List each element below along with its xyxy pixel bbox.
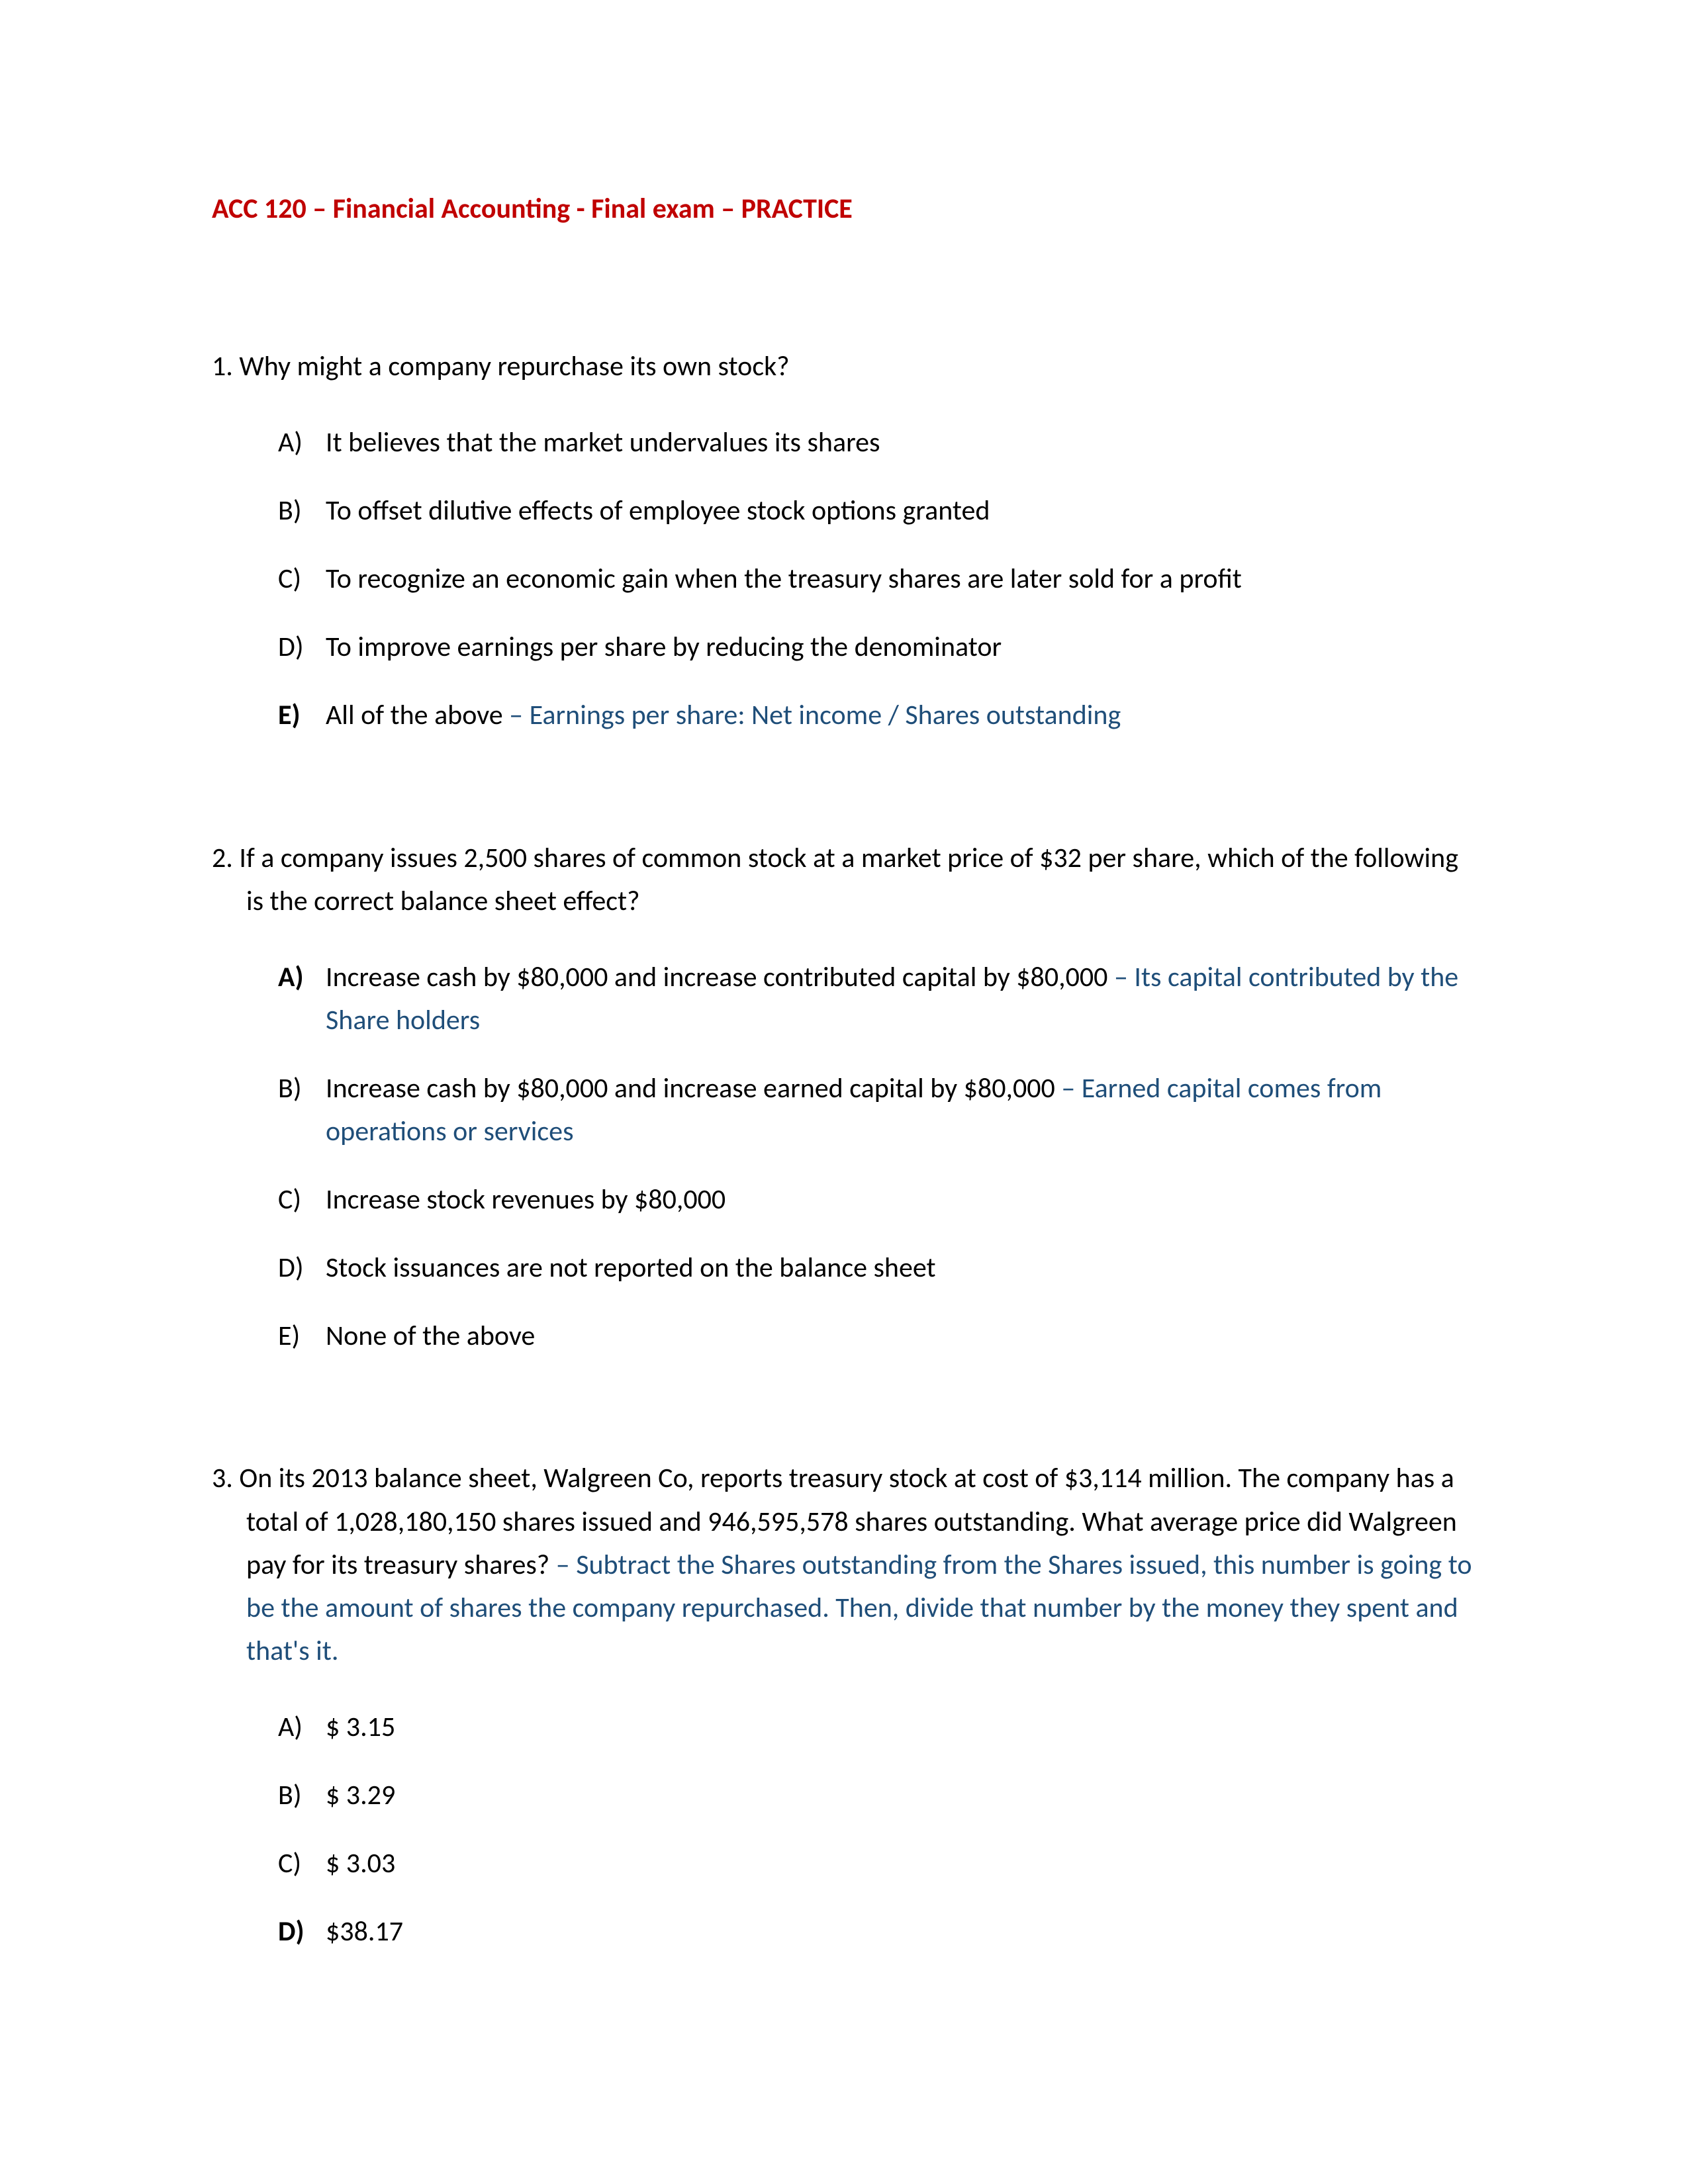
option-letter: A)	[278, 1706, 326, 1749]
option-text: $ 3.29	[326, 1774, 1476, 1817]
question-1-option-d: D) To improve earnings per share by redu…	[278, 625, 1476, 668]
question-2-option-e: E) None of the above	[278, 1314, 1476, 1357]
question-1-option-c: C) To recognize an economic gain when th…	[278, 557, 1476, 600]
option-text: All of the above – Earnings per share: N…	[326, 694, 1476, 737]
option-text: None of the above	[326, 1314, 1476, 1357]
option-letter: D)	[278, 1246, 326, 1289]
option-text: $ 3.03	[326, 1842, 1476, 1885]
option-text: It believes that the market undervalues …	[326, 421, 1476, 464]
option-text: To recognize an economic gain when the t…	[326, 557, 1476, 600]
option-text: To improve earnings per share by reducin…	[326, 625, 1476, 668]
option-letter: D)	[278, 1910, 326, 1953]
option-text: Stock issuances are not reported on the …	[326, 1246, 1476, 1289]
question-2: 2. If a company issues 2,500 shares of c…	[212, 837, 1476, 1358]
question-2-number: 2.	[212, 841, 233, 875]
option-text: $ 3.15	[326, 1706, 1476, 1749]
option-letter: B)	[278, 1067, 326, 1110]
option-letter: E)	[278, 694, 326, 737]
option-text: $38.17	[326, 1910, 1476, 1953]
option-text-main: Increase cash by $80,000 and increase ea…	[326, 1071, 1055, 1105]
option-text-main: All of the above	[326, 698, 503, 732]
option-letter: C)	[278, 1178, 326, 1221]
question-3-options: A) $ 3.15 B) $ 3.29 C) $ 3.03 D) $38.17	[212, 1706, 1476, 1953]
question-2-option-d: D) Stock issuances are not reported on t…	[278, 1246, 1476, 1289]
question-1-number: 1.	[212, 349, 233, 383]
option-letter: C)	[278, 557, 326, 600]
option-text: To offset dilutive effects of employee s…	[326, 489, 1476, 532]
question-1: 1. Why might a company repurchase its ow…	[212, 345, 1476, 737]
question-2-option-b: B) Increase cash by $80,000 and increase…	[278, 1067, 1476, 1153]
question-1-option-e: E) All of the above – Earnings per share…	[278, 694, 1476, 737]
option-text-main: Increase cash by $80,000 and increase co…	[326, 960, 1107, 994]
option-letter: B)	[278, 1774, 326, 1817]
question-2-option-c: C) Increase stock revenues by $80,000	[278, 1178, 1476, 1221]
option-text: Increase cash by $80,000 and increase ea…	[326, 1067, 1476, 1153]
question-3-option-b: B) $ 3.29	[278, 1774, 1476, 1817]
question-1-option-a: A) It believes that the market undervalu…	[278, 421, 1476, 464]
option-letter: E)	[278, 1314, 326, 1357]
option-letter: A)	[278, 956, 326, 999]
question-2-option-a: A) Increase cash by $80,000 and increase…	[278, 956, 1476, 1042]
option-text: Increase stock revenues by $80,000	[326, 1178, 1476, 1221]
question-1-option-b: B) To offset dilutive effects of employe…	[278, 489, 1476, 532]
document-title: ACC 120 – Financial Accounting - Final e…	[212, 192, 1476, 226]
question-3-option-c: C) $ 3.03	[278, 1842, 1476, 1885]
option-letter: B)	[278, 489, 326, 532]
option-annotation: – Earnings per share: Net income / Share…	[503, 698, 1121, 732]
question-1-text: 1. Why might a company repurchase its ow…	[212, 345, 1476, 388]
question-1-options: A) It believes that the market undervalu…	[212, 421, 1476, 737]
question-3-number: 3.	[212, 1461, 233, 1495]
option-letter: C)	[278, 1842, 326, 1885]
question-3-option-a: A) $ 3.15	[278, 1706, 1476, 1749]
option-letter: D)	[278, 625, 326, 668]
question-2-text: 2. If a company issues 2,500 shares of c…	[212, 837, 1476, 923]
question-3-option-d: D) $38.17	[278, 1910, 1476, 1953]
question-3: 3. On its 2013 balance sheet, Walgreen C…	[212, 1457, 1476, 1953]
question-2-options: A) Increase cash by $80,000 and increase…	[212, 956, 1476, 1358]
question-3-text: 3. On its 2013 balance sheet, Walgreen C…	[212, 1457, 1476, 1672]
question-2-body: If a company issues 2,500 shares of comm…	[239, 841, 1458, 918]
question-1-body: Why might a company repurchase its own s…	[239, 349, 789, 383]
option-text: Increase cash by $80,000 and increase co…	[326, 956, 1476, 1042]
option-letter: A)	[278, 421, 326, 464]
